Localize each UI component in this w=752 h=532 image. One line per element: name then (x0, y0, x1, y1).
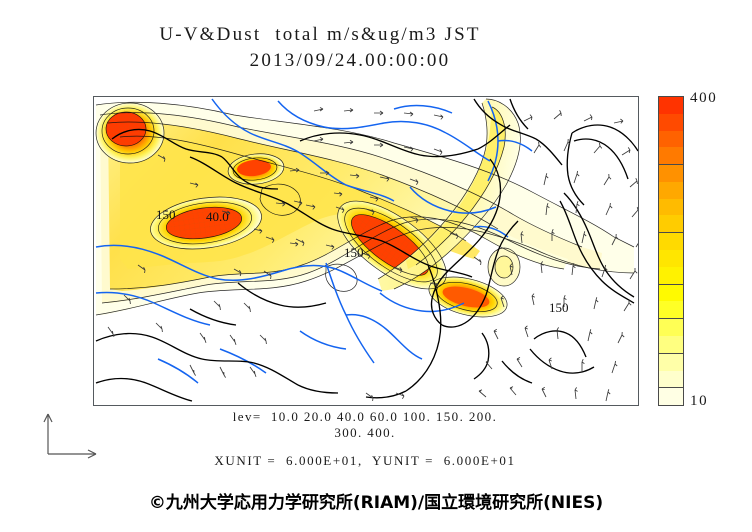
colorbar-segment (659, 113, 683, 131)
colorbar-min-label: 10 (690, 393, 709, 409)
page-title: U-V&Dust total m/s&ug/m3 JST (159, 24, 481, 45)
colorbar-segment (659, 97, 683, 114)
contour-label: 150 (344, 245, 364, 260)
contour-label: 150 (549, 300, 569, 315)
dust-concentration-field (96, 99, 634, 317)
colorbar-segment (659, 232, 683, 251)
colorbar-segment (659, 181, 683, 199)
map-plot-area: 150 40.0 150 150 (93, 96, 639, 406)
colorbar-max-label: 400 (690, 90, 718, 106)
colorbar-segment (659, 147, 683, 165)
contour-label: 40.0 (206, 209, 229, 224)
vector-scale-legend (38, 408, 110, 460)
colorbar-segment (659, 164, 683, 182)
river-lines (95, 98, 533, 384)
map-canvas: 150 40.0 150 150 (94, 97, 638, 405)
axis-unit-caption: XUNIT = 6.000E+01, YUNIT = 6.000E+01 (214, 453, 516, 468)
vector-axes-icon (43, 413, 97, 459)
colorbar (658, 96, 684, 406)
colorbar-segment (659, 215, 683, 233)
coastline-borders (95, 98, 638, 402)
colorbar-segment (659, 387, 683, 406)
copyright-credit: ©九州大学応用力学研究所(RIAM)/国立環境研究所(NIES) (148, 493, 604, 513)
page-datetime: 2013/09/24.00:00:00 (249, 50, 451, 71)
colorbar-segment (659, 198, 683, 216)
wind-vector-field (107, 107, 638, 402)
colorbar-segment (659, 250, 683, 267)
colorbar-segment (659, 352, 683, 371)
colorbar-segment (659, 283, 683, 302)
contour-label: 150 (156, 207, 176, 222)
colorbar-segment (659, 335, 683, 353)
colorbar-segment (659, 266, 683, 284)
contour-label-group: 150 40.0 150 150 (156, 207, 569, 315)
colorbar-segment (659, 130, 683, 148)
contour-levels-line-1: lev= 10.0 20.0 40.0 60.0 100. 150. 200. (232, 409, 498, 424)
contour-levels-line-2: 300. 400. (334, 425, 396, 440)
colorbar-segment (659, 318, 683, 336)
colorbar-segment (659, 301, 683, 319)
colorbar-segment (659, 370, 683, 388)
